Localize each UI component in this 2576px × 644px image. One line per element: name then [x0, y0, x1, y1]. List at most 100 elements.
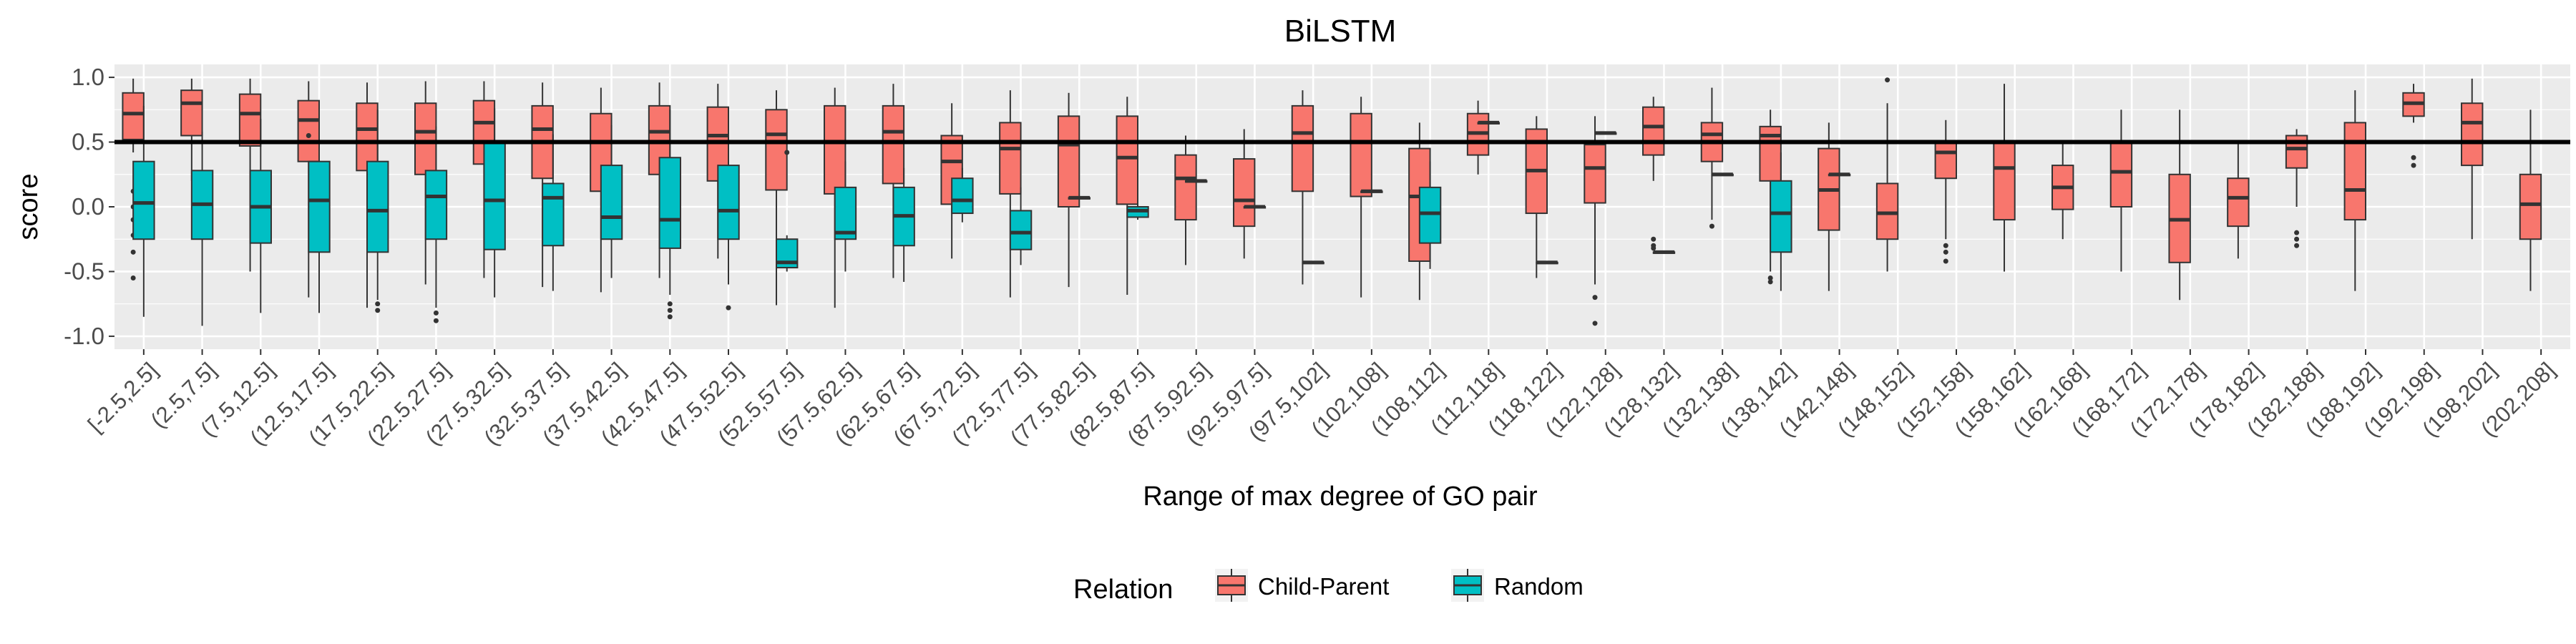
box-body: [1584, 144, 1606, 204]
box-child-parent-26: [1642, 97, 1665, 251]
box-body: [122, 92, 145, 140]
legend-title: Relation: [1073, 575, 1173, 605]
box-random-23: [1477, 120, 1500, 125]
legend-label: Child-Parent: [1258, 573, 1389, 600]
box-child-parent-40: [2461, 78, 2484, 240]
outlier-point: [726, 305, 731, 311]
y-tick-label: -0.5: [64, 258, 104, 284]
outlier-point: [1767, 275, 1773, 280]
outlier-point: [306, 133, 311, 138]
box-body: [834, 186, 857, 240]
box-body: [658, 157, 681, 249]
y-axis: 1.0 0.5 0.0 -0.5 -1.0: [64, 64, 114, 349]
box-body: [1174, 154, 1197, 221]
box-body: [1993, 141, 2016, 221]
x-tick-label: [-2.5,2.5]: [83, 358, 162, 437]
box-random-4: [366, 109, 389, 313]
y-tick-label: -1.0: [64, 323, 104, 349]
box-body: [238, 93, 262, 147]
outlier-point: [784, 150, 790, 155]
box-random-0: [132, 105, 155, 317]
box-child-parent-39: [2402, 84, 2425, 168]
box-body: [765, 109, 788, 191]
box-body: [882, 104, 905, 185]
box-body: [1418, 186, 1442, 244]
legend-entry-child-parent: Child-Parent: [1215, 569, 1389, 602]
box-body: [1770, 180, 1792, 253]
box-random-5: [424, 126, 448, 323]
box-body: [600, 165, 623, 240]
x-axis-title: Range of max degree of GO pair: [1143, 482, 1538, 512]
box-random-7: [542, 134, 565, 291]
outlier-point: [667, 308, 673, 313]
outlier-point: [1592, 321, 1598, 326]
box-body: [2343, 122, 2366, 221]
box-body: [297, 99, 320, 162]
box-body: [483, 141, 506, 250]
box-body: [1350, 112, 1372, 197]
outlier-point: [433, 318, 439, 323]
outlier-point: [2294, 230, 2300, 235]
box-body: [132, 160, 155, 240]
box-random-1: [190, 132, 214, 326]
box-random-17: [1126, 200, 1149, 220]
box-body: [824, 104, 847, 195]
box-body: [1875, 182, 1899, 240]
box-random-24: [1536, 260, 1558, 265]
box-body: [717, 165, 740, 240]
box-child-parent-15: [999, 90, 1022, 298]
box-random-27: [1711, 172, 1734, 177]
box-body: [308, 160, 331, 253]
box-random-14: [951, 167, 974, 223]
box-child-parent-25: [1584, 116, 1606, 326]
box-random-22: [1418, 161, 1442, 269]
box-random-21: [1360, 189, 1383, 193]
box-random-8: [600, 125, 623, 278]
outlier-point: [130, 275, 136, 280]
outlier-point: [1885, 77, 1890, 83]
box-child-parent-31: [1934, 119, 1957, 264]
box-body: [424, 170, 448, 240]
box-random-15: [1009, 187, 1033, 265]
y-axis-title: score: [14, 174, 44, 240]
box-random-3: [308, 105, 331, 313]
box-child-parent-20: [1291, 90, 1314, 285]
outlier-point: [1943, 243, 1948, 248]
outlier-point: [130, 249, 136, 255]
outlier-point: [2294, 236, 2300, 242]
outlier-point: [1592, 295, 1598, 301]
box-body: [542, 182, 565, 247]
box-random-19: [1243, 205, 1267, 209]
box-body: [2109, 141, 2133, 208]
outlier-point: [375, 301, 381, 307]
box-random-11: [776, 150, 799, 272]
box-child-parent-34: [2109, 109, 2133, 272]
box-body: [366, 160, 389, 253]
box-random-13: [892, 167, 915, 282]
box-random-26: [1652, 250, 1676, 254]
outlier-point: [667, 314, 673, 320]
outlier-point: [375, 308, 381, 313]
box-random-9: [658, 109, 681, 320]
box-child-parent-33: [2051, 142, 2074, 240]
box-body: [2227, 177, 2250, 228]
box-child-parent-17: [1116, 97, 1139, 296]
box-random-2: [249, 118, 272, 313]
outlier-point: [2411, 162, 2416, 168]
outlier-point: [1767, 279, 1773, 285]
box-body: [1291, 104, 1314, 192]
x-axis: [-2.5,2.5](2.5,7.5](7.5,12.5](12.5,17.5]…: [83, 349, 2560, 450]
box-child-parent-38: [2343, 90, 2366, 291]
outlier-point: [667, 301, 673, 307]
box-random-28: [1770, 152, 1792, 291]
legend-entry-random: Random: [1451, 569, 1584, 602]
box-random-29: [1828, 172, 1851, 177]
box-random-12: [834, 161, 857, 272]
y-tick-label: 0.5: [72, 129, 104, 155]
box-child-parent-19: [1233, 129, 1256, 259]
y-tick-label: 1.0: [72, 64, 104, 90]
box-body: [2519, 173, 2542, 240]
box-random-16: [1068, 195, 1091, 200]
box-body: [180, 89, 203, 137]
